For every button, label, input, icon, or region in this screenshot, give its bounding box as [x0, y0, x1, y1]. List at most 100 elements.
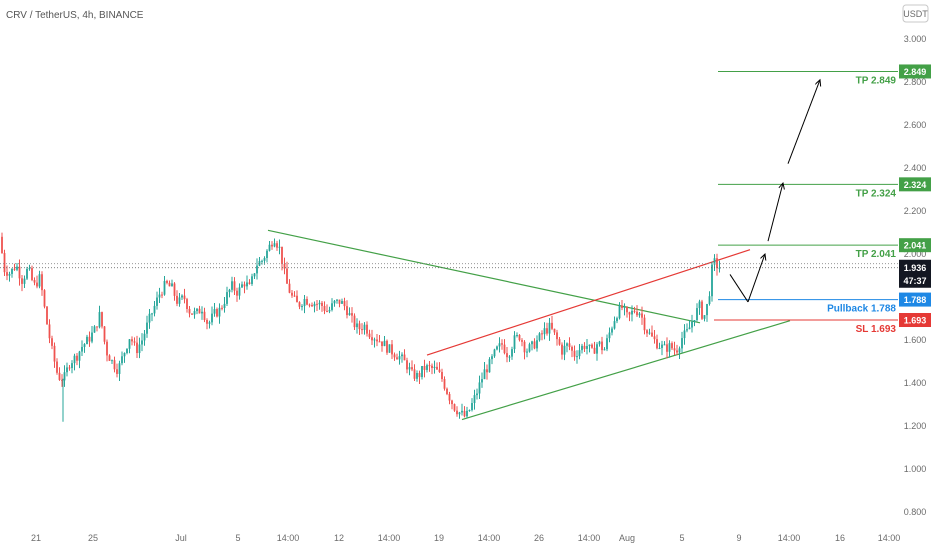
candle-body: [288, 283, 291, 293]
candle-body: [13, 268, 16, 270]
candle-body: [31, 268, 33, 281]
candle-body: [243, 284, 246, 287]
candle-body: [376, 339, 378, 342]
candle-body: [671, 343, 673, 349]
candle-body: [631, 310, 633, 315]
candle-body: [81, 346, 83, 352]
candle-body: [551, 322, 553, 329]
candle-body: [708, 296, 711, 305]
candle-body: [638, 313, 641, 316]
candle-body: [26, 268, 28, 279]
candle-body: [636, 311, 638, 316]
candle-body: [543, 328, 546, 335]
y-tick-label: 2.000: [904, 249, 927, 259]
candle-body: [573, 350, 576, 357]
candle-body: [58, 372, 61, 380]
candle-body: [563, 345, 566, 355]
candle-body: [473, 395, 476, 404]
x-tick-label: 14:00: [778, 533, 801, 543]
level-label: TP 2.849: [856, 75, 897, 86]
candle-body: [23, 278, 26, 284]
candle-body: [261, 260, 263, 262]
time-axis[interactable]: 21 25 Jul 5 14:00 12 14:00 19 14:00 26 14:00 Aug 5 9 1…: [31, 533, 900, 543]
candle-body: [378, 341, 381, 343]
candle-body: [133, 341, 136, 343]
candle-body: [156, 297, 158, 306]
candle-body: [63, 372, 66, 381]
candle-body: [198, 308, 201, 314]
candle-body: [161, 294, 163, 296]
candle-body: [591, 344, 593, 348]
candle-body: [513, 335, 516, 350]
candle-body: [43, 290, 46, 307]
candle-body: [466, 410, 468, 417]
candle-body: [493, 349, 496, 357]
candle-body: [208, 322, 211, 324]
y-tick-label: 2.200: [904, 206, 927, 216]
candle-body: [298, 302, 301, 307]
candle-body: [628, 312, 631, 315]
candle-body: [403, 354, 406, 361]
candle-body: [431, 365, 433, 369]
level-price-tag: [899, 313, 931, 328]
candle-body: [476, 393, 478, 396]
candle-body: [701, 301, 703, 319]
candle-body: [433, 366, 436, 369]
candle-body: [716, 258, 718, 269]
x-tick-label: 26: [534, 533, 544, 543]
candle-body: [273, 243, 276, 247]
x-tick-label: 14:00: [378, 533, 401, 543]
candle-body: [428, 365, 431, 367]
candle-body: [296, 295, 298, 303]
candle-body: [341, 301, 343, 304]
candle-body: [548, 322, 551, 334]
level-price-tag: [899, 64, 931, 79]
price-levels: TP 2.849 TP 2.324 TP 2.041 Pullback 1.788 SL…: [0, 70, 898, 335]
candle-body: [446, 388, 448, 395]
currency-button[interactable]: USDT: [902, 4, 929, 23]
candle-body: [268, 244, 271, 251]
x-tick-label: 12: [334, 533, 344, 543]
candle-body: [646, 330, 648, 334]
candle-body: [421, 365, 423, 378]
candle-body: [331, 303, 333, 310]
candle-body: [238, 287, 241, 296]
candle-body: [498, 343, 501, 347]
x-tick-label: 16: [835, 533, 845, 543]
candles: [1, 232, 721, 422]
candle-body: [318, 302, 321, 305]
candle-body: [663, 344, 666, 346]
level-label: TP 2.041: [856, 249, 897, 260]
candle-body: [643, 317, 646, 331]
candle-body: [386, 340, 388, 353]
candle-body: [158, 294, 161, 298]
candle-body: [168, 282, 171, 287]
candle-body: [213, 309, 216, 314]
y-tick-label: 0.800: [904, 507, 927, 517]
y-tick-label: 3.000: [904, 34, 927, 44]
candle-body: [108, 355, 111, 361]
candle-body: [578, 350, 581, 357]
candle-body: [191, 313, 193, 315]
candle-body: [461, 410, 463, 413]
candle-body: [353, 315, 356, 328]
candle-body: [601, 341, 603, 351]
candle-body: [76, 355, 78, 361]
candle-body: [218, 307, 221, 317]
candle-body: [171, 283, 173, 287]
candle-body: [566, 343, 568, 346]
candle-body: [18, 266, 21, 279]
x-tick-label: 5: [679, 533, 684, 543]
projection-arrows: [729, 80, 820, 303]
candle-body: [361, 329, 363, 331]
candle-body: [373, 339, 376, 341]
candle-body: [348, 313, 351, 316]
candle-body: [41, 274, 43, 291]
candle-body: [86, 336, 88, 345]
x-tick-label: 19: [434, 533, 444, 543]
trendline: [267, 229, 701, 324]
candle-body: [568, 343, 571, 347]
level-price-tag-label: 2.324: [904, 180, 927, 190]
y-tick-label: 2.800: [904, 77, 927, 87]
